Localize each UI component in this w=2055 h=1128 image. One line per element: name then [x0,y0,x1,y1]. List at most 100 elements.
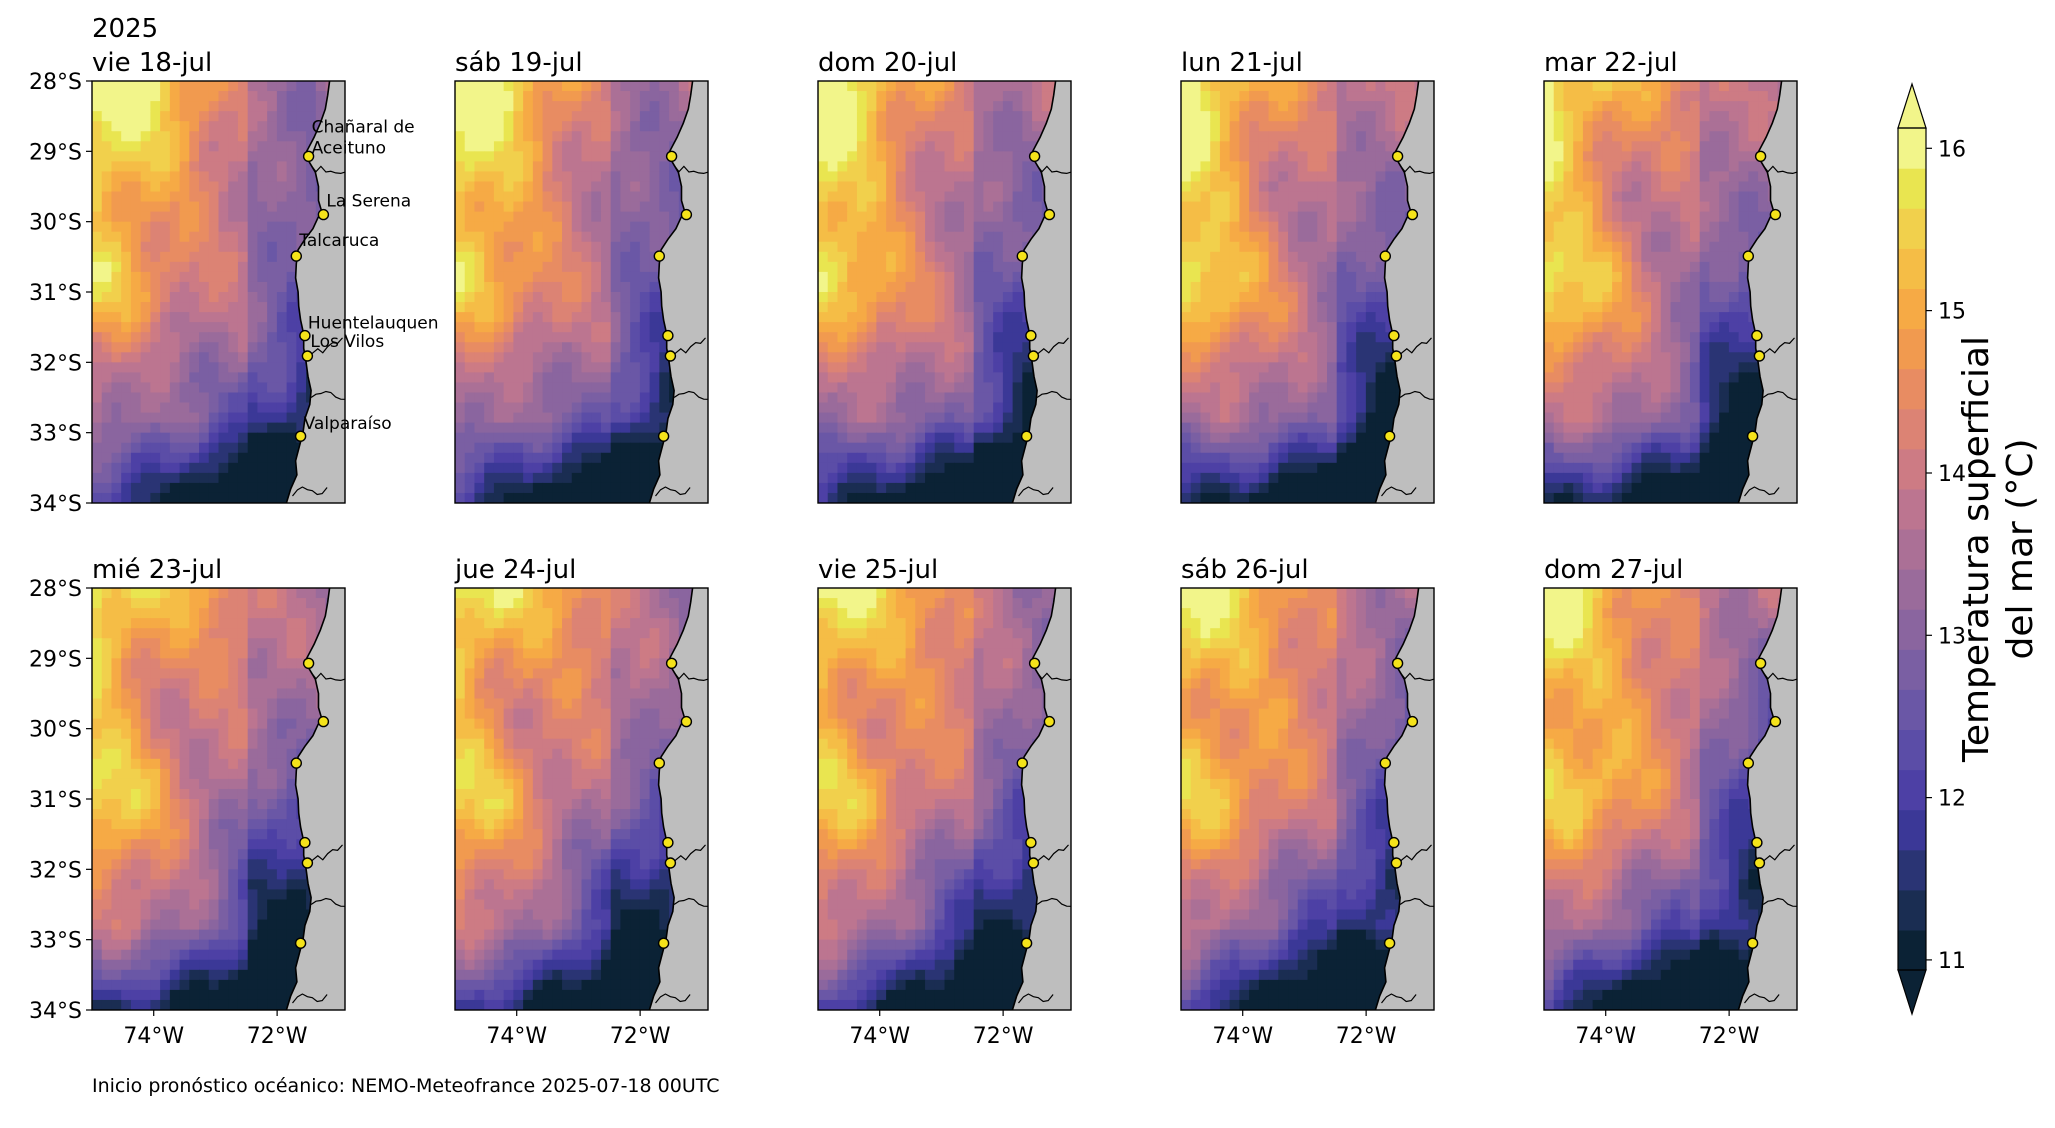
city-marker [1027,350,1040,362]
city-marker [1753,857,1766,869]
region-border [1036,672,1071,682]
colorbar-tick-label: 11 [1938,949,1966,974]
lat-tick-label: 33°S [29,929,82,954]
region-border [1396,337,1432,360]
region-border [1033,337,1069,360]
colorbar-segment [1898,488,1926,530]
city-marker [290,757,302,769]
colorbar-max-arrow [1897,82,1927,129]
city-marker [1027,857,1040,869]
panel-date-title: sáb 19-jul [455,48,583,78]
map-panel: jue 24-jul 74°W 72°W [454,555,709,1049]
colorbar-segment [1898,208,1926,249]
lat-tick-label: 28°S [29,577,82,602]
region-border [1018,993,1054,1004]
sst-field [1544,81,1797,503]
colorbar-tick-label: 12 [1938,787,1966,812]
year-title: 2025 [92,14,158,44]
region-border [1759,844,1795,867]
panel-date-title: lun 21-jul [1181,48,1303,78]
map-panel: dom 20-jul [817,48,1072,504]
region-border [1399,897,1434,907]
city-marker [1753,350,1766,362]
city-marker [1746,430,1759,442]
lat-tick-label: 30°S [29,211,82,236]
panel-frame [1543,80,1798,504]
region-border [1744,486,1780,497]
land [1738,81,1797,503]
region-border [673,897,708,907]
land [1012,588,1071,1010]
lat-tick-label: 28°S [29,70,82,95]
colorbar: 16 15 14 13 12 11 Temperatura superficialdel m… [1897,82,2041,1016]
lat-tick-label: 33°S [29,422,82,447]
map-panel: sáb 19-jul [454,48,709,504]
region-border [307,337,343,360]
region-border [307,844,343,867]
panel-date-title: dom 20-jul [818,48,957,78]
region-border [292,486,328,497]
city-marker [1383,937,1396,949]
map-panel: mar 22-jul [1543,48,1798,504]
panel-date-title: dom 27-jul [1544,555,1683,585]
city-marker [1020,430,1033,442]
region-border [1381,486,1417,497]
colorbar-tick-label: 14 [1938,462,1966,487]
sst-field [92,588,345,1010]
colorbar-tick-label: 15 [1938,300,1966,325]
city-marker [657,937,670,949]
lat-tick-label: 29°S [29,647,82,672]
city-marker [680,715,693,728]
city-marker [1406,715,1419,728]
map-panel: mié 23-jul 28°S 29°S 30°S 31°S 32°S 33°S 34°S 74… [29,555,346,1049]
forecast-source-note: Inicio pronóstico océanico: NEMO-Meteofr… [92,1075,720,1097]
lat-tick-label: 34°S [29,492,82,517]
colorbar-label: Temperatura superficialdel mar (°C) [1956,336,2041,763]
region-border [1762,672,1797,682]
colorbar-segment [1898,849,1926,891]
lat-tick-label: 31°S [29,281,82,306]
panel-frame [454,80,709,504]
city-marker [1742,250,1755,262]
lat-tick-label: 32°S [29,858,82,883]
colorbar-segment [1898,248,1926,289]
panel-frame [1180,587,1435,1011]
map-panel: lun 21-jul [1180,48,1435,504]
region-border [670,844,706,867]
city-marker [664,350,677,362]
city-marker [657,430,670,442]
lon-tick-label: 74°W [1575,1024,1636,1049]
region-border [1762,897,1797,907]
lon-tick-label: 72°W [610,1024,671,1049]
city-label: La Serena [326,192,411,212]
city-marker [301,857,314,869]
colorbar-segment [1898,368,1926,410]
city-marker [1388,329,1400,342]
sst-field [1181,588,1434,1010]
panel-date-title: mié 23-jul [92,555,222,585]
region-border [1381,993,1417,1004]
colorbar-segment [1898,769,1926,811]
colorbar-segment [1898,649,1926,690]
region-border [1399,390,1434,400]
city-marker [1379,757,1392,769]
land [286,588,345,1010]
city-marker [665,657,678,669]
lon-tick-label: 72°W [247,1024,308,1049]
colorbar-segment [1898,328,1926,370]
lon-tick-label: 72°W [1336,1024,1397,1049]
city-marker [1025,836,1037,849]
land [1375,588,1434,1010]
lat-tick-label: 34°S [29,999,82,1024]
city-marker [1742,757,1755,769]
colorbar-tick-label: 16 [1938,137,1966,162]
sst-field [455,588,708,1010]
city-marker [1016,250,1028,262]
region-border [1036,165,1071,175]
city-marker [1043,715,1056,728]
city-marker [1754,657,1767,669]
city-marker [662,836,674,849]
map-panel: vie 18-jul Chañaral de Aceituno La Serena Ta… [29,48,439,517]
city-marker [1390,857,1403,869]
